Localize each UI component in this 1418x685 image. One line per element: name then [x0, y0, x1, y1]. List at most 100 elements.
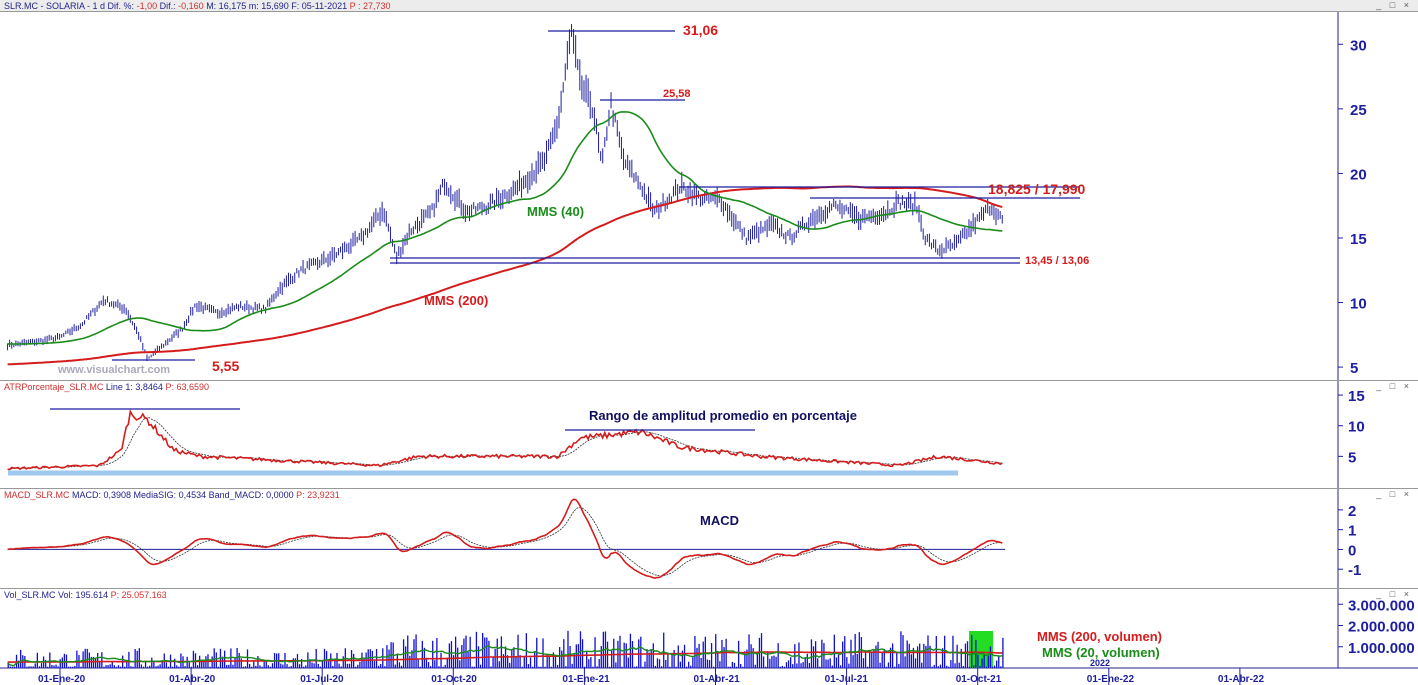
macd-panel-header: MACD_SLR.MC MACD: 0,3908 MediaSIG: 0,453…: [0, 488, 1418, 500]
volume-bar: [196, 665, 199, 668]
volume-bar: [906, 640, 908, 668]
volume-bar: [467, 652, 469, 668]
volume-bar: [919, 643, 921, 668]
volume-bar: [534, 650, 536, 668]
volume-bar: [781, 665, 783, 668]
volume-bar: [900, 631, 902, 668]
volume-bar: [55, 664, 57, 668]
volume-bar: [515, 657, 517, 668]
volume-bar: [642, 666, 644, 668]
volume-bar: [176, 665, 178, 668]
volume-bar: [806, 653, 808, 668]
volume-bar: [213, 648, 215, 668]
volume-bar: [621, 666, 623, 668]
volume-bar: [138, 648, 140, 668]
volume-bar: [742, 666, 744, 668]
atr-tick-label: 5: [1348, 449, 1356, 466]
window-buttons[interactable]: _ □ ×: [1376, 589, 1412, 599]
resistance-label: 18,825 / 17,990: [988, 181, 1086, 197]
volume-bar: [26, 666, 28, 668]
macd-tick-label: 0: [1348, 542, 1356, 559]
volume-bar: [94, 657, 97, 668]
price-bars: [7, 24, 1003, 362]
max: M: 16,175: [206, 1, 247, 11]
volume-bar: [810, 639, 813, 668]
volume-bar: [702, 641, 704, 668]
window-buttons[interactable]: _ □ ×: [1376, 381, 1412, 391]
volume-bar: [153, 661, 155, 668]
volume-bar: [871, 651, 873, 668]
volume-bar: [611, 649, 613, 668]
volume-bar: [1002, 637, 1004, 668]
volume-bar: [648, 652, 650, 668]
volume-bar: [34, 663, 36, 668]
volume-bar: [573, 654, 575, 668]
volume-bar: [280, 663, 282, 668]
volume-bar: [521, 666, 523, 668]
macd-line: [7, 498, 1003, 579]
vol-panel-header: Vol_SLR.MC Vol: 195.614 P: 25.057.163 _ …: [0, 588, 1418, 600]
y-tick-label: 15: [1350, 231, 1367, 248]
volume-bar: [789, 657, 792, 668]
volume-bar: [419, 666, 421, 668]
volume-bar: [877, 641, 879, 668]
macd-name: MACD_SLR.MC: [4, 490, 70, 500]
volume-bar: [407, 635, 409, 668]
volume-bar: [292, 658, 294, 668]
volume-bar: [802, 662, 804, 668]
volume-bar: [469, 636, 471, 668]
volume-bar: [588, 659, 590, 668]
volume-bar: [432, 640, 434, 668]
volume-bar: [134, 649, 136, 668]
window-buttons[interactable]: _ □ ×: [1376, 0, 1412, 10]
volume-bar: [633, 666, 636, 668]
volume-bar: [754, 664, 756, 668]
volume-bar: [819, 666, 821, 668]
volume-bar: [954, 663, 956, 668]
volume-bar: [184, 666, 186, 668]
volume-bar: [74, 666, 76, 668]
volume-bar: [255, 665, 257, 668]
volume-bar: [608, 666, 611, 668]
volume-bar: [484, 637, 486, 668]
volume-bar: [111, 660, 113, 668]
volume-bar: [215, 652, 217, 668]
volume-bar: [941, 648, 944, 668]
price-panel-header: SLR.MC - SOLARIA - 1 d Dif. %: -1,00 Dif…: [0, 0, 1418, 12]
volume-bar: [596, 666, 598, 668]
y-tick-label: 25: [1350, 102, 1367, 119]
volume-bar: [321, 661, 324, 668]
window-buttons[interactable]: _ □ ×: [1376, 489, 1412, 499]
atr-title: ATRPorcentaje_SLR.MC Line 1: 3,8464 P: 6…: [4, 382, 209, 392]
volume-bar: [165, 662, 168, 668]
vol-mms20-label: MMS (20, volumen): [1042, 645, 1160, 660]
y-tick-label: 10: [1350, 296, 1367, 313]
volume-bar: [519, 655, 521, 668]
volume-bar: [373, 661, 376, 668]
volume-bar: [544, 666, 546, 668]
volume-bar: [28, 666, 30, 668]
volume-bar: [660, 666, 663, 668]
volume-bar: [377, 665, 380, 668]
volume-bar: [146, 666, 149, 668]
volume-bar: [756, 652, 759, 668]
volume-bar: [482, 632, 484, 668]
volume-bar: [579, 631, 582, 668]
volume-bar: [36, 652, 38, 668]
mms40-label: MMS (40): [527, 204, 584, 219]
volume-bar: [398, 662, 401, 668]
volume-bar: [130, 666, 132, 668]
volume-bar: [57, 666, 59, 668]
volume-bar: [550, 666, 552, 668]
volume-bar: [315, 648, 317, 668]
volume-bar: [132, 666, 134, 668]
volume-bar: [429, 666, 432, 668]
vol-mms200-line: [7, 651, 1003, 663]
volume-bar: [486, 637, 488, 668]
volume-bar: [846, 657, 848, 668]
volume-bar: [663, 632, 665, 668]
volume-bar: [625, 643, 627, 668]
volume-bar: [396, 653, 398, 668]
volume-bar: [159, 664, 161, 668]
volume-bar: [388, 649, 390, 668]
